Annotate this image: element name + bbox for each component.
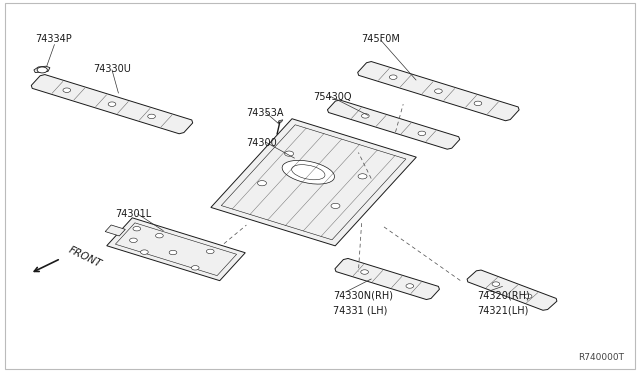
Text: 75430Q: 75430Q — [314, 92, 352, 102]
Text: 74321(LH): 74321(LH) — [477, 306, 528, 315]
Circle shape — [389, 75, 397, 79]
Text: R740000T: R740000T — [578, 353, 624, 362]
Circle shape — [492, 282, 500, 286]
Polygon shape — [335, 259, 440, 299]
Text: 74320(RH): 74320(RH) — [477, 291, 529, 301]
Polygon shape — [467, 270, 557, 310]
Circle shape — [358, 174, 367, 179]
Circle shape — [418, 131, 426, 135]
Circle shape — [524, 294, 532, 298]
Circle shape — [474, 101, 482, 106]
Text: 74353A: 74353A — [246, 109, 284, 118]
Polygon shape — [105, 225, 125, 236]
Text: 74330N(RH): 74330N(RH) — [333, 291, 393, 301]
Text: 74301L: 74301L — [115, 209, 152, 219]
Circle shape — [285, 151, 294, 156]
Circle shape — [406, 284, 413, 288]
Circle shape — [191, 266, 199, 270]
Circle shape — [156, 234, 163, 238]
Polygon shape — [31, 74, 193, 134]
Text: 745F0M: 745F0M — [362, 34, 401, 44]
Ellipse shape — [282, 160, 335, 184]
Circle shape — [129, 238, 137, 243]
Circle shape — [133, 227, 141, 231]
Polygon shape — [211, 119, 417, 246]
Text: 74334P: 74334P — [35, 34, 72, 44]
Polygon shape — [278, 120, 283, 123]
Circle shape — [435, 89, 442, 93]
Polygon shape — [107, 218, 245, 280]
Circle shape — [362, 114, 369, 118]
Polygon shape — [34, 66, 50, 73]
Text: 74331 (LH): 74331 (LH) — [333, 306, 387, 315]
Circle shape — [37, 67, 47, 73]
Circle shape — [141, 250, 148, 254]
Circle shape — [169, 250, 177, 255]
Text: 74330U: 74330U — [93, 64, 131, 74]
Text: FRONT: FRONT — [67, 244, 104, 269]
Circle shape — [148, 114, 156, 119]
Circle shape — [63, 88, 70, 92]
Text: 74300: 74300 — [246, 138, 277, 148]
Circle shape — [207, 249, 214, 254]
Circle shape — [331, 203, 340, 208]
Polygon shape — [328, 100, 460, 149]
Circle shape — [361, 270, 369, 274]
Polygon shape — [358, 61, 519, 121]
Circle shape — [257, 180, 266, 186]
Ellipse shape — [292, 165, 325, 180]
Circle shape — [108, 102, 116, 106]
